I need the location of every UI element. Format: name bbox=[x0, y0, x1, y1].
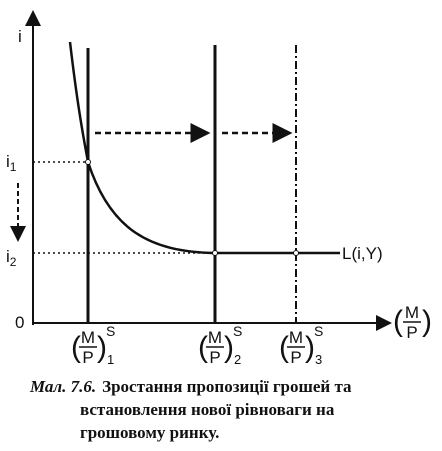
i1-label: i1 bbox=[6, 152, 17, 174]
den: P bbox=[209, 348, 220, 367]
caption-label: Мал. 7.6. bbox=[29, 377, 96, 396]
sub: 1 bbox=[107, 352, 114, 367]
caption-text: Зростання пропозиції грошей та bbox=[102, 377, 352, 396]
paren: ) bbox=[97, 331, 107, 364]
i2-label: i2 bbox=[6, 247, 17, 269]
sup: S bbox=[106, 323, 115, 339]
i-sub: 2 bbox=[10, 255, 17, 269]
equilibrium-2 bbox=[212, 250, 218, 256]
paren: ) bbox=[305, 331, 315, 364]
caption-line: встановлення нової рівноваги на bbox=[80, 400, 335, 419]
supply-label: (MP) S 3 bbox=[279, 323, 323, 367]
sup: S bbox=[233, 323, 242, 339]
curve-label: L(i,Y) bbox=[342, 244, 383, 263]
liquidity-curve bbox=[68, 41, 340, 255]
paren: ( bbox=[71, 331, 81, 364]
i-base: i bbox=[6, 247, 10, 266]
num: M bbox=[405, 303, 419, 322]
paren: ( bbox=[198, 331, 208, 364]
den: P bbox=[406, 323, 417, 342]
num: M bbox=[81, 328, 95, 347]
caption-line: грошовому ринку. bbox=[80, 423, 219, 442]
caption-line: Мал. 7.6. Зростання пропозиції грошей та bbox=[29, 377, 352, 396]
equilibrium-1 bbox=[85, 159, 91, 165]
origin-label: 0 bbox=[15, 313, 24, 332]
num: M bbox=[289, 328, 303, 347]
paren: ) bbox=[422, 305, 432, 338]
num: M bbox=[208, 328, 222, 347]
den: P bbox=[82, 348, 93, 367]
equilibrium-3 bbox=[293, 250, 299, 256]
den: P bbox=[290, 348, 301, 367]
paren: ( bbox=[393, 305, 403, 338]
paren: ( bbox=[279, 331, 289, 364]
sub: 3 bbox=[315, 352, 322, 367]
sup: S bbox=[314, 323, 323, 339]
paren: ) bbox=[224, 331, 234, 364]
i-base: i bbox=[6, 152, 10, 171]
supply-label: (MP) S 2 bbox=[198, 323, 242, 367]
y-axis-label: i bbox=[18, 27, 22, 46]
supply-label: (MP) S 1 bbox=[71, 323, 115, 367]
sub: 2 bbox=[234, 352, 241, 367]
x-axis-label: ( M P ) bbox=[393, 303, 432, 342]
i-sub: 1 bbox=[10, 160, 17, 174]
